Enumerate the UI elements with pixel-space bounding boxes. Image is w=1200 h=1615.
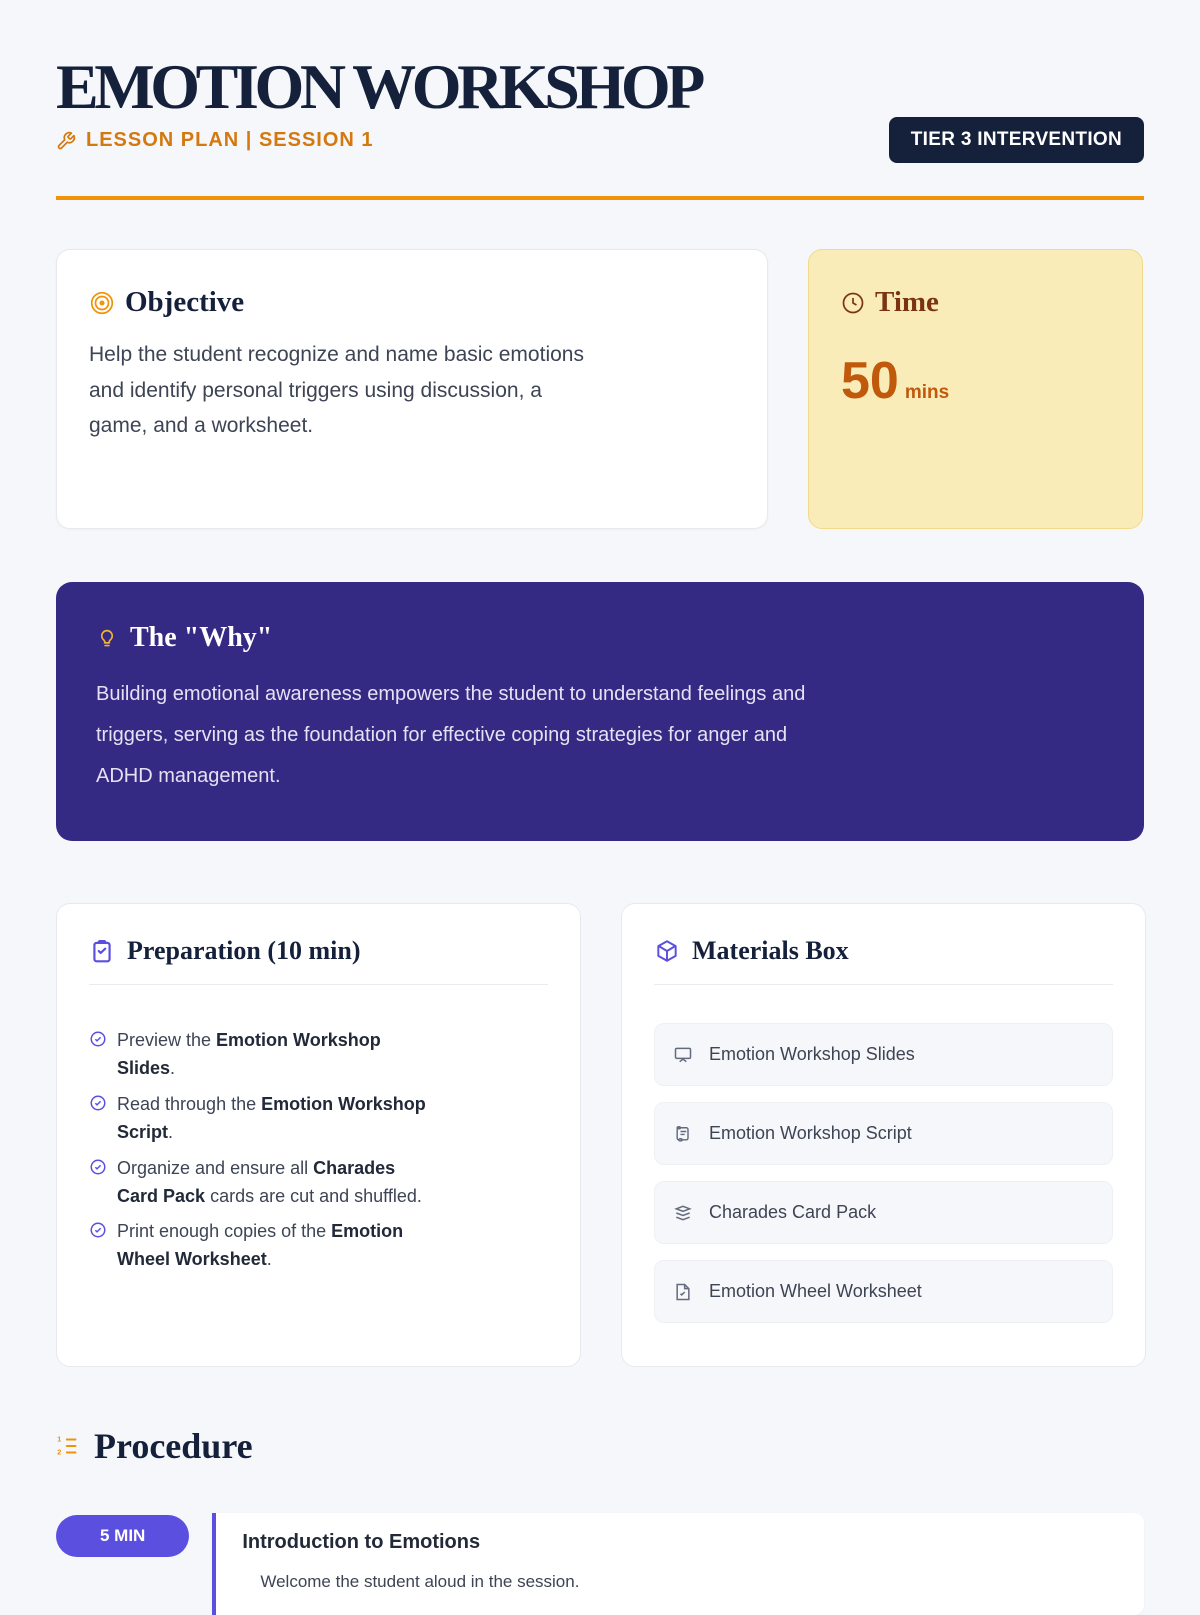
svg-text:2: 2 [57, 1448, 61, 1457]
svg-text:1: 1 [57, 1435, 61, 1444]
